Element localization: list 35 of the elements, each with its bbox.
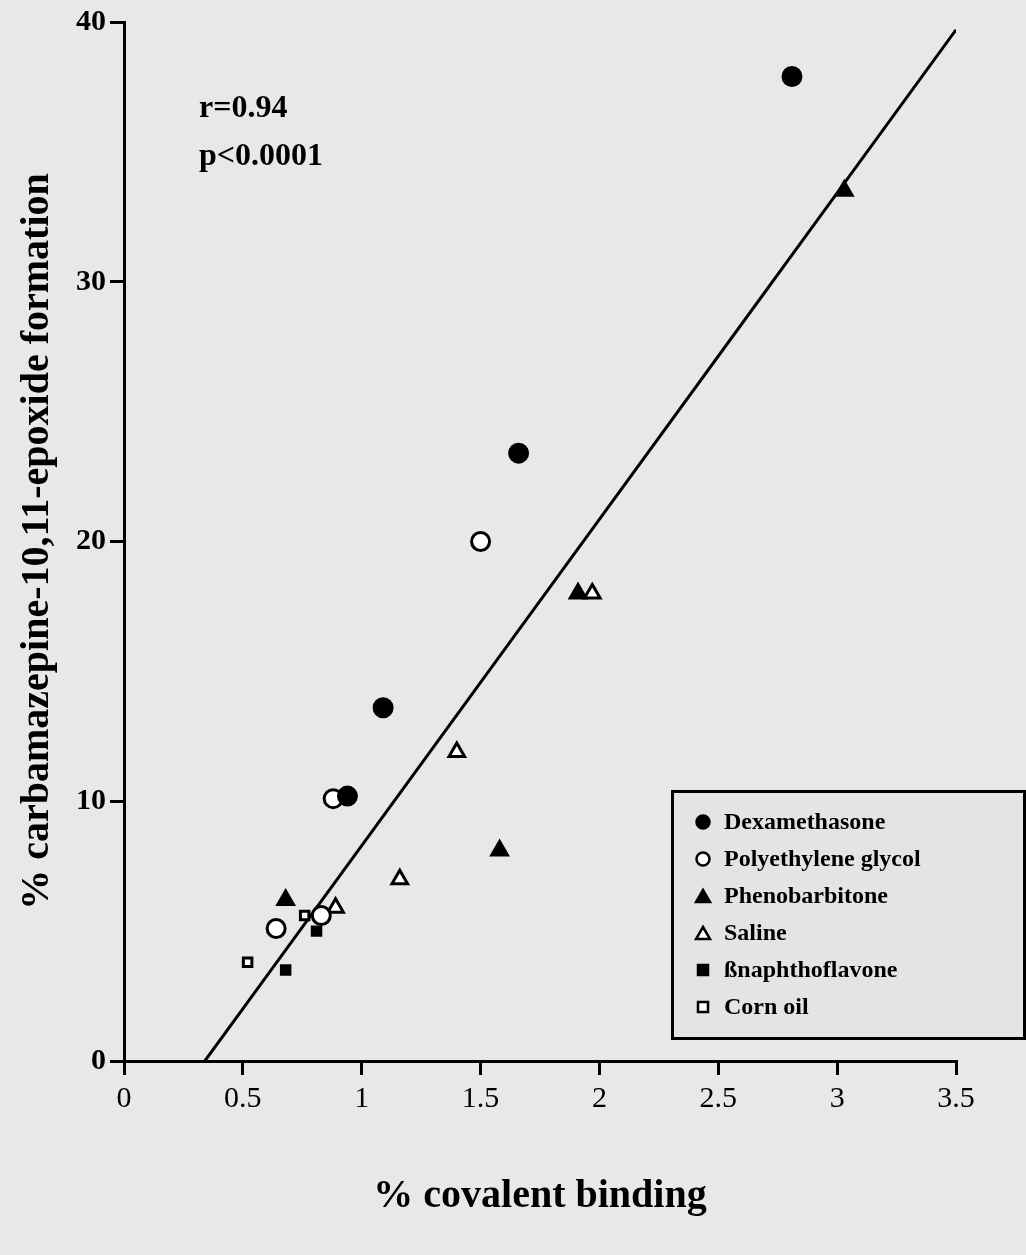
legend-label: Polyethylene glycol — [724, 845, 921, 872]
y-tick-label: 20 — [76, 522, 106, 556]
x-tick-label: 2 — [591, 1079, 607, 1113]
x-axis-title: % covalent binding — [373, 1171, 707, 1217]
point — [470, 531, 492, 552]
y-tick-label: 30 — [76, 262, 106, 296]
y-tick-label: 10 — [76, 782, 106, 815]
point — [834, 180, 854, 197]
legend-label: Dexamethasone — [724, 808, 886, 835]
y-tick-label: 40 — [76, 2, 106, 36]
y-tick-label: 0 — [91, 1041, 106, 1075]
point — [781, 66, 803, 88]
legend-label: Saline — [724, 919, 787, 946]
x-tick-label: 1 — [354, 1079, 370, 1113]
point — [279, 964, 292, 976]
x-tick-label: 2.5 — [699, 1079, 738, 1113]
point — [372, 697, 394, 719]
legend-label: Corn oil — [724, 993, 809, 1020]
point — [265, 918, 287, 940]
x-tick-label: 0.5 — [224, 1079, 262, 1113]
legend-label: Phenobarbitone — [724, 882, 889, 909]
annotation: p<0.0001 — [199, 136, 324, 172]
legend-label: ßnaphthoflavone — [724, 956, 898, 983]
x-tick-label: 1.5 — [461, 1079, 500, 1113]
point — [310, 905, 332, 927]
point — [241, 956, 254, 969]
point — [298, 909, 311, 922]
x-tick-label: 3 — [829, 1079, 845, 1113]
y-axis-title: % carbamazepine-10,11-epoxide formation — [12, 173, 58, 910]
point — [336, 785, 358, 807]
point — [508, 442, 530, 464]
x-tick-label: 3.5 — [937, 1079, 975, 1113]
annotation: r=0.94 — [199, 88, 288, 124]
point — [310, 925, 323, 937]
x-tick-label: 0 — [116, 1079, 132, 1113]
